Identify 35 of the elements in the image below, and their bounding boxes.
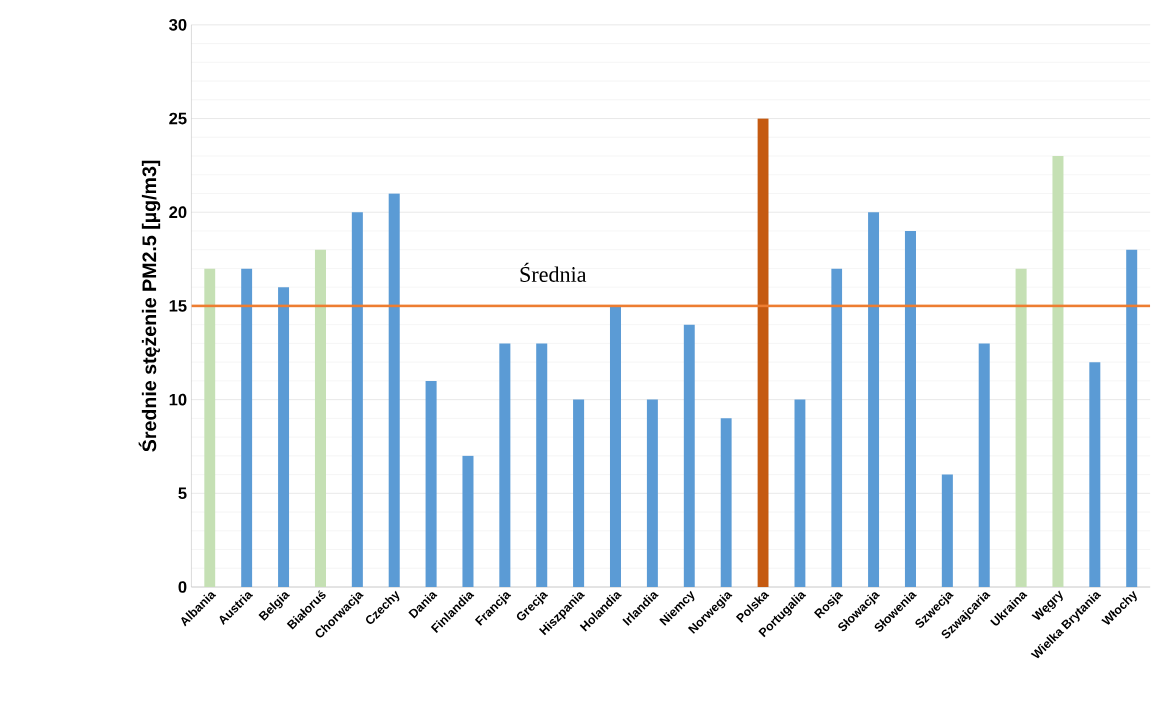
bar (868, 212, 880, 587)
y-axis-title: Średnie stężenie PM2.5 [µg/m3] (138, 160, 161, 452)
y-tick-label: 5 (178, 487, 187, 500)
bar (941, 474, 953, 587)
bar (351, 212, 363, 587)
bar (388, 193, 400, 587)
bar (1052, 156, 1064, 587)
y-tick-label: 0 (178, 581, 187, 593)
bar (314, 249, 326, 587)
bar (499, 343, 511, 587)
bar (978, 343, 990, 587)
y-tick-label: 30 (169, 18, 187, 31)
bar (1126, 249, 1138, 587)
bar (536, 343, 548, 587)
bar (646, 399, 658, 587)
bar (425, 380, 437, 587)
y-tick-label: 25 (169, 112, 187, 125)
bar (1015, 268, 1027, 587)
bar (278, 287, 290, 587)
bar (904, 230, 916, 587)
bar (204, 268, 216, 587)
bar (609, 305, 621, 587)
y-tick-label: 20 (169, 206, 187, 219)
bar (757, 118, 769, 587)
bar (573, 399, 585, 587)
bar (720, 418, 732, 587)
ref-line-label: Średnia (520, 262, 587, 282)
bar (831, 268, 843, 587)
bar (794, 399, 806, 587)
bar (241, 268, 253, 587)
y-tick-label: 15 (169, 300, 187, 312)
bar (683, 324, 695, 587)
y-tick-label: 10 (169, 393, 187, 406)
bar (462, 455, 474, 587)
bar (1089, 362, 1101, 587)
